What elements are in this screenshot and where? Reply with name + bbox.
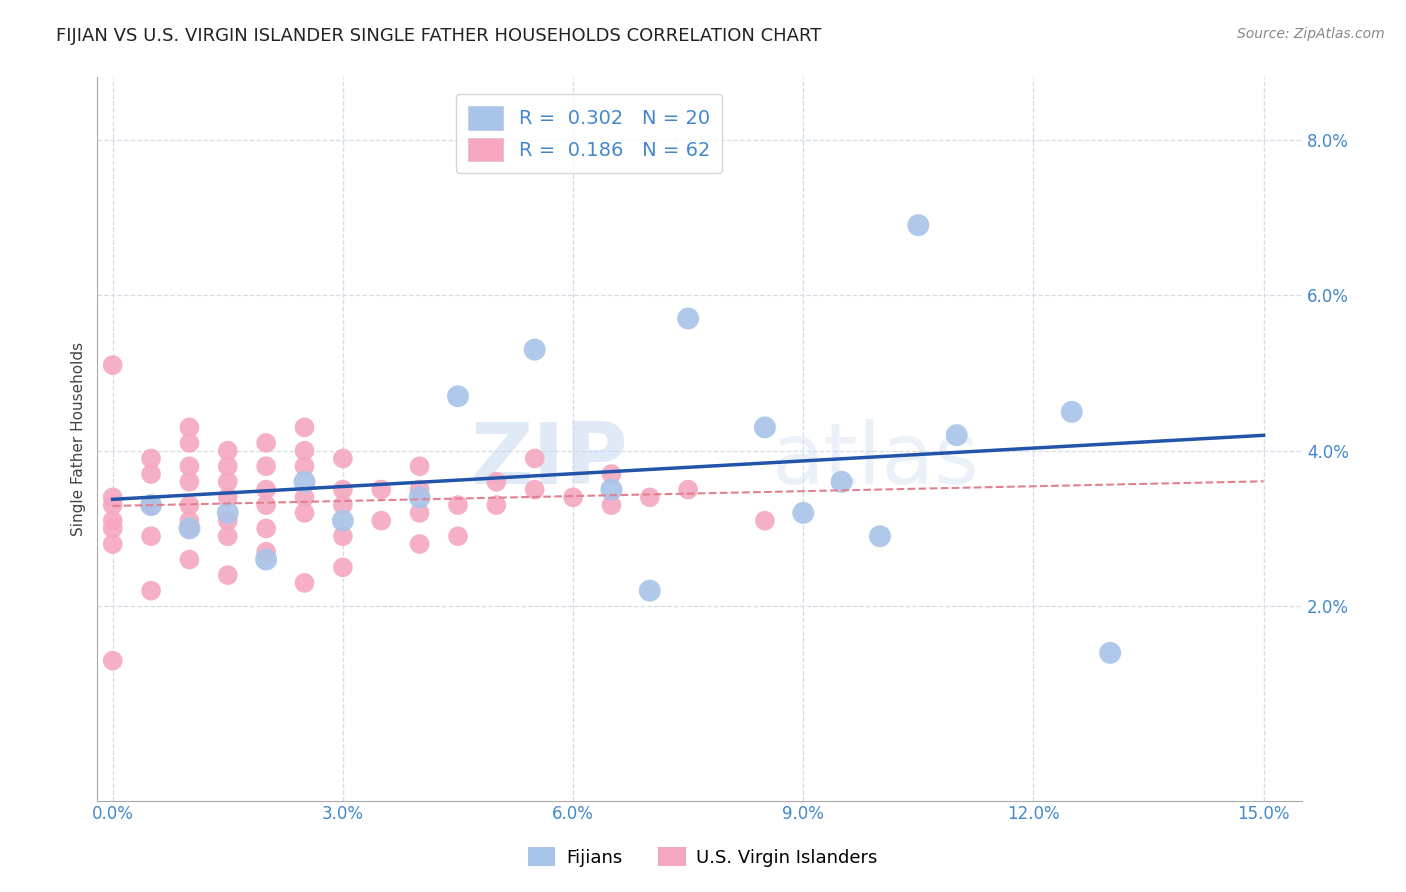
Point bbox=[254, 545, 277, 559]
Legend: R =  0.302   N = 20, R =  0.186   N = 62: R = 0.302 N = 20, R = 0.186 N = 62 bbox=[457, 95, 721, 173]
Point bbox=[792, 506, 814, 520]
Point bbox=[179, 436, 201, 450]
Point bbox=[370, 514, 392, 528]
Point bbox=[408, 537, 430, 551]
Point bbox=[370, 483, 392, 497]
Point bbox=[139, 498, 162, 512]
Point bbox=[485, 498, 508, 512]
Point bbox=[254, 552, 277, 566]
Point bbox=[217, 443, 239, 458]
Point bbox=[101, 537, 124, 551]
Point bbox=[907, 218, 929, 232]
Point bbox=[217, 475, 239, 489]
Point bbox=[869, 529, 891, 543]
Point bbox=[294, 420, 316, 434]
Point bbox=[179, 459, 201, 474]
Point bbox=[179, 498, 201, 512]
Point bbox=[101, 358, 124, 372]
Point bbox=[179, 420, 201, 434]
Point bbox=[179, 552, 201, 566]
Point bbox=[254, 436, 277, 450]
Point bbox=[254, 521, 277, 535]
Point bbox=[139, 529, 162, 543]
Point bbox=[294, 459, 316, 474]
Point bbox=[254, 498, 277, 512]
Point bbox=[179, 521, 201, 535]
Point bbox=[600, 498, 623, 512]
Point bbox=[1099, 646, 1122, 660]
Point bbox=[447, 529, 470, 543]
Point bbox=[217, 529, 239, 543]
Point bbox=[600, 483, 623, 497]
Point bbox=[101, 654, 124, 668]
Point bbox=[638, 583, 661, 598]
Point bbox=[332, 514, 354, 528]
Point bbox=[523, 451, 546, 466]
Point bbox=[754, 514, 776, 528]
Point bbox=[332, 451, 354, 466]
Point bbox=[254, 459, 277, 474]
Point bbox=[408, 506, 430, 520]
Text: ZIP: ZIP bbox=[470, 419, 627, 502]
Text: atlas: atlas bbox=[772, 419, 980, 502]
Point bbox=[523, 343, 546, 357]
Point bbox=[945, 428, 967, 442]
Point bbox=[294, 575, 316, 590]
Point bbox=[179, 514, 201, 528]
Point bbox=[332, 498, 354, 512]
Point bbox=[139, 467, 162, 481]
Point bbox=[447, 498, 470, 512]
Point bbox=[179, 521, 201, 535]
Text: Source: ZipAtlas.com: Source: ZipAtlas.com bbox=[1237, 27, 1385, 41]
Point bbox=[294, 443, 316, 458]
Point bbox=[101, 521, 124, 535]
Point bbox=[101, 514, 124, 528]
Point bbox=[139, 498, 162, 512]
Point bbox=[179, 475, 201, 489]
Point bbox=[217, 568, 239, 582]
Point bbox=[217, 514, 239, 528]
Y-axis label: Single Father Households: Single Father Households bbox=[72, 342, 86, 536]
Point bbox=[217, 506, 239, 520]
Point bbox=[332, 483, 354, 497]
Point bbox=[294, 491, 316, 505]
Point bbox=[408, 459, 430, 474]
Point bbox=[139, 451, 162, 466]
Point bbox=[1060, 405, 1083, 419]
Point bbox=[294, 506, 316, 520]
Point bbox=[254, 483, 277, 497]
Legend: Fijians, U.S. Virgin Islanders: Fijians, U.S. Virgin Islanders bbox=[522, 840, 884, 874]
Point bbox=[101, 491, 124, 505]
Point bbox=[485, 475, 508, 489]
Text: FIJIAN VS U.S. VIRGIN ISLANDER SINGLE FATHER HOUSEHOLDS CORRELATION CHART: FIJIAN VS U.S. VIRGIN ISLANDER SINGLE FA… bbox=[56, 27, 821, 45]
Point bbox=[217, 491, 239, 505]
Point bbox=[831, 475, 853, 489]
Point bbox=[408, 491, 430, 505]
Point bbox=[447, 389, 470, 403]
Point bbox=[332, 529, 354, 543]
Point bbox=[139, 583, 162, 598]
Point bbox=[523, 483, 546, 497]
Point bbox=[408, 483, 430, 497]
Point bbox=[754, 420, 776, 434]
Point bbox=[600, 467, 623, 481]
Point bbox=[217, 459, 239, 474]
Point bbox=[676, 311, 699, 326]
Point bbox=[562, 491, 585, 505]
Point bbox=[294, 475, 316, 489]
Point bbox=[332, 560, 354, 574]
Point bbox=[638, 491, 661, 505]
Point bbox=[101, 498, 124, 512]
Point bbox=[676, 483, 699, 497]
